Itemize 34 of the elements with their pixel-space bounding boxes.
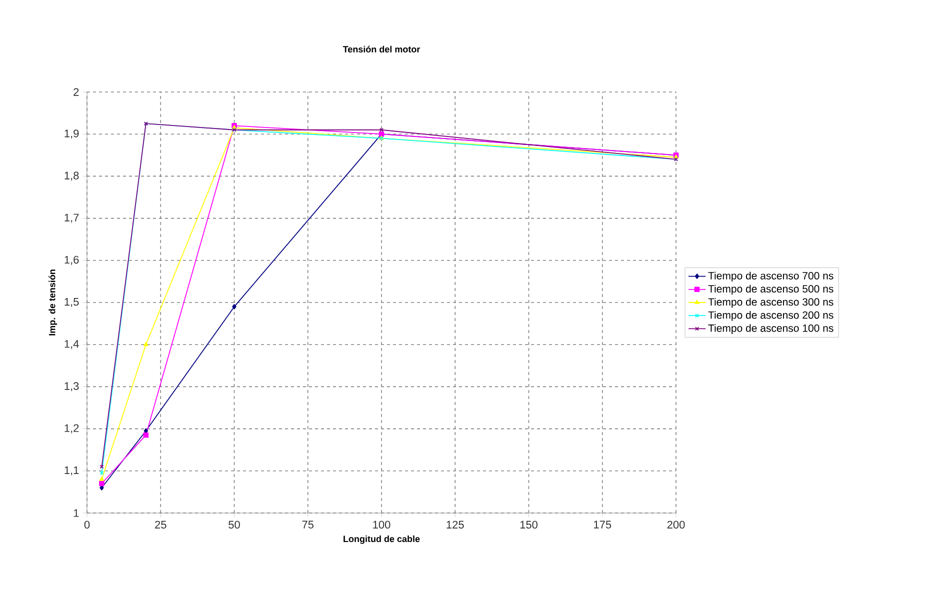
point — [144, 342, 148, 346]
y-tick-label: 1,7 — [64, 214, 79, 223]
y-tick-label: 1,3 — [64, 382, 79, 392]
x-tick-label: 75 — [302, 520, 314, 528]
y-tick-label: 1,2 — [64, 424, 79, 434]
y-tick-label: 1,9 — [64, 130, 79, 139]
chart-title: Tensión del motor — [342, 46, 420, 52]
x-tick-label: 50 — [228, 520, 240, 529]
y-tick-label: 1,5 — [64, 298, 79, 307]
legend-label: Tiempo de ascenso 700 ns — [708, 272, 834, 282]
y-tick-label: 1,1 — [64, 466, 79, 476]
legend-label: Tiempo de ascenso 500 ns — [708, 284, 834, 295]
legend-label: Tiempo de ascenso 200 ns — [708, 311, 834, 321]
y-tick-label: 1,8 — [64, 172, 79, 181]
legend-label: Tiempo de ascenso 300 ns — [708, 298, 834, 308]
y-axis-title: Imp. de tensión — [48, 270, 58, 336]
x-tick-label: 125 — [446, 520, 464, 529]
point — [143, 432, 149, 438]
point — [99, 480, 104, 486]
x-axis-title: Longitud de cable — [344, 535, 420, 544]
legend-label: Tiempo de ascenso 100 ns — [708, 324, 834, 334]
x-tick-label: 25 — [155, 520, 166, 529]
x-tick-label: 100 — [373, 520, 390, 529]
x-tick-label: 175 — [594, 520, 612, 528]
y-tick-label: 2 — [74, 88, 79, 96]
x-tick-label: 150 — [520, 520, 538, 529]
point — [232, 304, 236, 310]
point — [380, 128, 384, 132]
y-tick-label: 1,4 — [64, 340, 79, 350]
x-tick-label: 200 — [667, 520, 685, 529]
y-tick-label: 1,6 — [64, 256, 79, 265]
x-tick-label: 0 — [84, 520, 90, 529]
y-tick-label: 1 — [74, 509, 79, 517]
point — [99, 476, 104, 481]
